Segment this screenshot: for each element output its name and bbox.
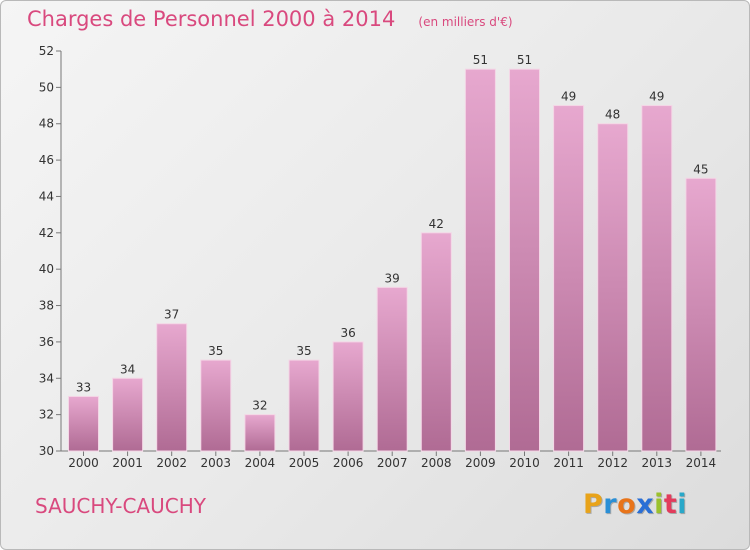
bars-group (68, 68, 717, 452)
axes: 30 32 34 36 38 40 42 44 46 48 50 52 2000 2001 2002 2003… (39, 44, 721, 470)
chart-title: Charges de Personnel 2000 à 2014 (27, 7, 396, 31)
bar-2000 (68, 395, 99, 452)
title-row: Charges de Personnel 2000 à 2014 (en mil… (27, 7, 513, 31)
x-tick-label-2008: 2008 (421, 456, 452, 470)
data-label-2010: 51 (517, 53, 532, 67)
x-tick-label-2007: 2007 (377, 456, 408, 470)
logo-letter: x (636, 489, 655, 520)
data-label-2002: 37 (164, 308, 179, 322)
bar-2012 (597, 123, 629, 452)
x-tick-label-2014: 2014 (686, 456, 717, 470)
data-label-2001: 34 (120, 362, 135, 376)
data-label-2005: 35 (296, 344, 311, 358)
x-tick-label-2010: 2010 (509, 456, 540, 470)
y-tick-label: 48 (39, 117, 54, 131)
bar-2006 (332, 341, 364, 452)
y-tick-label: 34 (39, 371, 54, 385)
y-tick-label: 44 (39, 189, 54, 203)
bar-2001 (112, 377, 144, 452)
y-tick-label: 40 (39, 262, 54, 276)
labels-group: 33 34 37 35 32 35 36 39 42 51 51 49 48 49 45 (76, 53, 709, 412)
bar-2014 (685, 177, 717, 452)
x-tick-label-2012: 2012 (597, 456, 628, 470)
y-tick-label: 46 (39, 153, 54, 167)
bar-2004 (244, 414, 276, 452)
x-tick-label-2006: 2006 (333, 456, 364, 470)
logo-letter: r (603, 489, 618, 520)
data-label-2012: 48 (605, 108, 620, 122)
y-tick-label: 36 (39, 335, 54, 349)
proxiti-logo: Proxiti (583, 489, 687, 520)
data-label-2008: 42 (429, 217, 444, 231)
y-tick-label: 30 (39, 444, 54, 458)
y-tick-label: 42 (39, 226, 54, 240)
logo-letter: o (617, 489, 637, 520)
data-label-2000: 33 (76, 380, 91, 394)
bar-2003 (200, 359, 232, 452)
logo-letter: P (583, 489, 604, 520)
x-tick-label-2005: 2005 (289, 456, 320, 470)
bar-2005 (288, 359, 320, 452)
logo-letter: i (654, 489, 664, 520)
y-tick-label: 52 (39, 44, 54, 58)
x-tick-label-2000: 2000 (68, 456, 99, 470)
city-name: SAUCHY-CAUCHY (35, 494, 206, 518)
data-label-2003: 35 (208, 344, 223, 358)
data-label-2011: 49 (561, 90, 576, 104)
bar-2013 (641, 105, 673, 452)
bar-2009 (464, 68, 496, 452)
x-tick-label-2004: 2004 (245, 456, 276, 470)
data-label-2009: 51 (473, 53, 488, 67)
bar-2007 (376, 286, 408, 452)
data-label-2013: 49 (649, 90, 664, 104)
bar-2010 (509, 68, 540, 452)
data-label-2004: 32 (252, 399, 267, 413)
logo-letter: t (663, 489, 678, 520)
bar-2002 (156, 323, 188, 452)
y-tick-label: 50 (39, 80, 54, 94)
x-tick-label-2003: 2003 (201, 456, 232, 470)
y-tick-label: 38 (39, 299, 54, 313)
x-tick-label-2013: 2013 (642, 456, 673, 470)
x-tick-label-2009: 2009 (465, 456, 496, 470)
data-label-2007: 39 (385, 271, 400, 285)
bar-2011 (553, 105, 585, 452)
x-tick-label-2002: 2002 (156, 456, 187, 470)
data-label-2006: 36 (340, 326, 355, 340)
x-tick-label-2001: 2001 (112, 456, 143, 470)
bar-2008 (420, 232, 452, 452)
x-tick-label-2011: 2011 (553, 456, 584, 470)
unit-note: (en milliers d'€) (418, 15, 513, 29)
data-label-2014: 45 (693, 162, 708, 176)
y-tick-label: 32 (39, 408, 54, 422)
logo-letter: i (677, 489, 688, 520)
